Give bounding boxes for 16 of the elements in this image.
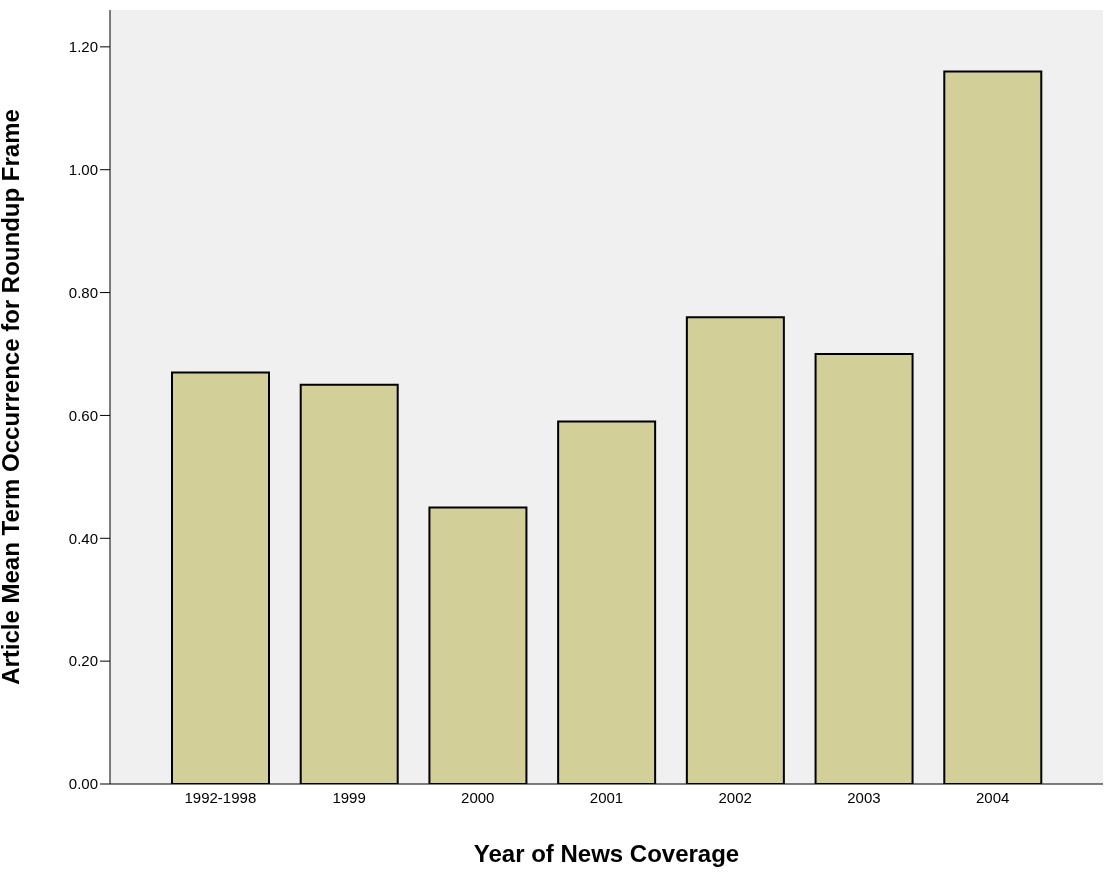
y-tick-label: 1.20: [68, 38, 98, 56]
x-tick-label: 2002: [718, 788, 752, 806]
y-tick-label: 0.80: [68, 283, 98, 301]
x-tick-label: 2003: [847, 788, 881, 806]
x-tick-label: 2001: [589, 788, 624, 806]
x-axis-title: Year of News Coverage: [473, 840, 740, 867]
y-tick-label: 0.20: [68, 652, 98, 670]
x-tick-label: 2000: [461, 788, 495, 806]
x-tick-label: 1992-1998: [184, 788, 257, 806]
x-tick-label: 2004: [975, 788, 1010, 806]
y-tick-label: 0.00: [68, 775, 98, 793]
x-tick-label: 1999: [332, 788, 366, 806]
y-tick-label: 0.60: [68, 406, 98, 424]
y-tick-label: 1.00: [68, 161, 98, 179]
y-tick-label: 0.40: [68, 529, 98, 547]
y-axis-title: Article Mean Term Occurrence for Roundup Frame: [0, 109, 24, 685]
